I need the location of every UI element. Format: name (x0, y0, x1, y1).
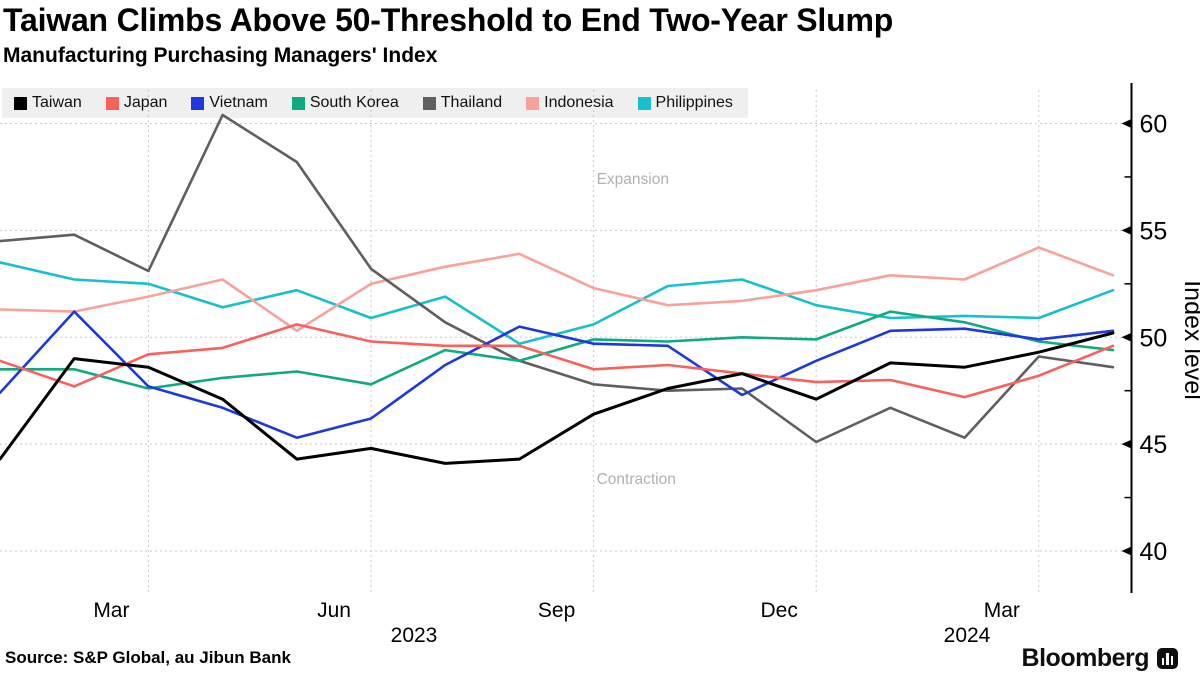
legend-item-south-korea: South Korea (291, 94, 399, 112)
y-axis-tick-label: 40 (1140, 538, 1168, 566)
legend-item-taiwan: Taiwan (14, 94, 82, 112)
series-line-indonesia (0, 246, 1115, 333)
series-line-japan (0, 323, 1115, 399)
x-axis-month-label: Mar (93, 599, 129, 622)
y-axis-tick-arrow (1121, 119, 1132, 128)
legend-item-thailand: Thailand (422, 94, 503, 112)
legend-swatch (291, 96, 305, 110)
legend-swatch (105, 96, 119, 110)
legend-item-indonesia: Indonesia (526, 94, 614, 112)
y-axis-tick-label: 55 (1140, 217, 1168, 245)
legend-swatch (637, 96, 651, 110)
legend-label: Indonesia (544, 94, 614, 111)
legend-label: Vietnam (209, 94, 268, 111)
contraction-label: Contraction (597, 471, 676, 488)
legend-label: Taiwan (32, 94, 82, 111)
legend-item-japan: Japan (105, 94, 168, 112)
y-axis-tick-label: 60 (1140, 111, 1168, 139)
legend-item-vietnam: Vietnam (191, 94, 268, 112)
bloomberg-wordmark: Bloomberg (1021, 644, 1150, 672)
legend-background (2, 88, 748, 118)
y-axis-tick-arrow (1121, 332, 1132, 342)
legend: Taiwan Japan Vietnam South Korea Thailand Ind… (2, 88, 745, 118)
y-axis-tick-arrow (1121, 546, 1132, 556)
expansion-label: Expansion (597, 171, 669, 188)
series-line-taiwan (0, 331, 1115, 465)
legend-item-philippines: Philippines (637, 94, 733, 112)
legend-label: Philippines (655, 94, 733, 111)
bloomberg-logo: Bloomberg (1022, 644, 1178, 673)
series-line-south-korea (0, 310, 1115, 390)
y-axis-title: Index level (1179, 280, 1200, 400)
series-line-thailand (0, 113, 1115, 444)
x-axis-month-label: Dec (761, 599, 798, 622)
x-axis-month-label: Mar (984, 599, 1020, 622)
legend-label: Thailand (440, 94, 503, 111)
legend-swatch (191, 96, 205, 110)
y-axis-tick-arrow (1121, 225, 1132, 235)
y-axis-tick-label: 50 (1140, 324, 1168, 352)
legend-label: South Korea (309, 94, 399, 111)
source-note: Source: S&P Global, au Jibun Bank (5, 648, 291, 667)
y-axis-tick-label: 45 (1140, 431, 1168, 459)
bloomberg-chart-icon (1157, 648, 1178, 669)
legend-swatch (422, 96, 436, 110)
legend-label: Japan (123, 94, 168, 111)
x-axis-year-label: 2024 (944, 624, 991, 647)
x-axis-month-label: Sep (538, 599, 575, 622)
legend-swatch (526, 96, 540, 110)
legend-swatch (14, 96, 27, 110)
series-line-philippines (0, 261, 1115, 346)
chart-title: Taiwan Climbs Above 50-Threshold to End … (3, 2, 894, 38)
series-line-vietnam (0, 310, 1115, 440)
x-axis-month-label: Jun (317, 599, 351, 622)
y-axis-tick-arrow (1121, 439, 1132, 449)
chart-subtitle: Manufacturing Purchasing Managers' Index (3, 44, 438, 67)
x-axis-year-label: 2023 (391, 624, 438, 647)
